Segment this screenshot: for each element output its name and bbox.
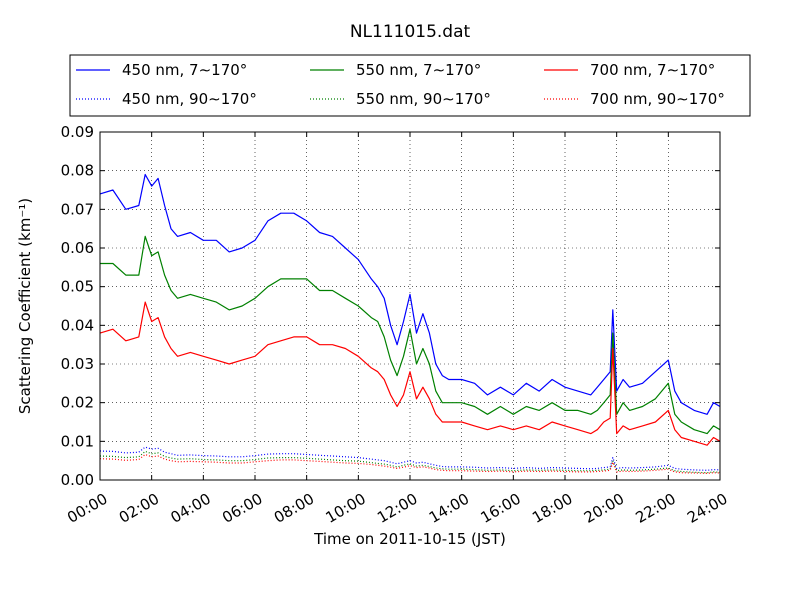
y-tick-label: 0.00 xyxy=(61,471,94,489)
legend: 450 nm, 7∼170° 550 nm, 7∼170° 700 nm, 7∼17… xyxy=(69,54,751,117)
series-line xyxy=(99,453,721,474)
y-tick-label: 0.07 xyxy=(61,200,94,218)
y-tick-label: 0.02 xyxy=(61,394,94,412)
legend-label: 550 nm, 7∼170° xyxy=(356,61,481,79)
y-tick-label: 0.04 xyxy=(61,316,94,334)
legend-label: 550 nm, 90∼170° xyxy=(356,90,491,108)
legend-label: 700 nm, 90∼170° xyxy=(590,90,725,108)
y-tick-label: 0.06 xyxy=(61,239,94,257)
series-line xyxy=(99,301,721,446)
legend-label: 700 nm, 7∼170° xyxy=(590,61,715,79)
y-tick-label: 0.08 xyxy=(61,162,94,180)
chart-title: NL111015.dat xyxy=(350,22,471,42)
y-tick-label: 0.05 xyxy=(61,278,94,296)
y-tick-label: 0.01 xyxy=(61,432,94,450)
legend-frame xyxy=(69,54,751,117)
series-line xyxy=(99,446,721,471)
series-line xyxy=(99,450,721,474)
legend-label: 450 nm, 90∼170° xyxy=(122,90,257,108)
series-line xyxy=(100,235,721,435)
y-axis-label: Scattering Coefficient (km⁻¹) xyxy=(16,198,34,414)
series-layer xyxy=(99,173,721,474)
y-tick-label: 0.03 xyxy=(61,355,94,373)
legend-label: 450 nm, 7∼170° xyxy=(122,61,247,79)
y-tick-label: 0.09 xyxy=(61,123,94,141)
series-line xyxy=(99,173,721,415)
x-axis-label: Time on 2011-10-15 (JST) xyxy=(313,530,506,548)
